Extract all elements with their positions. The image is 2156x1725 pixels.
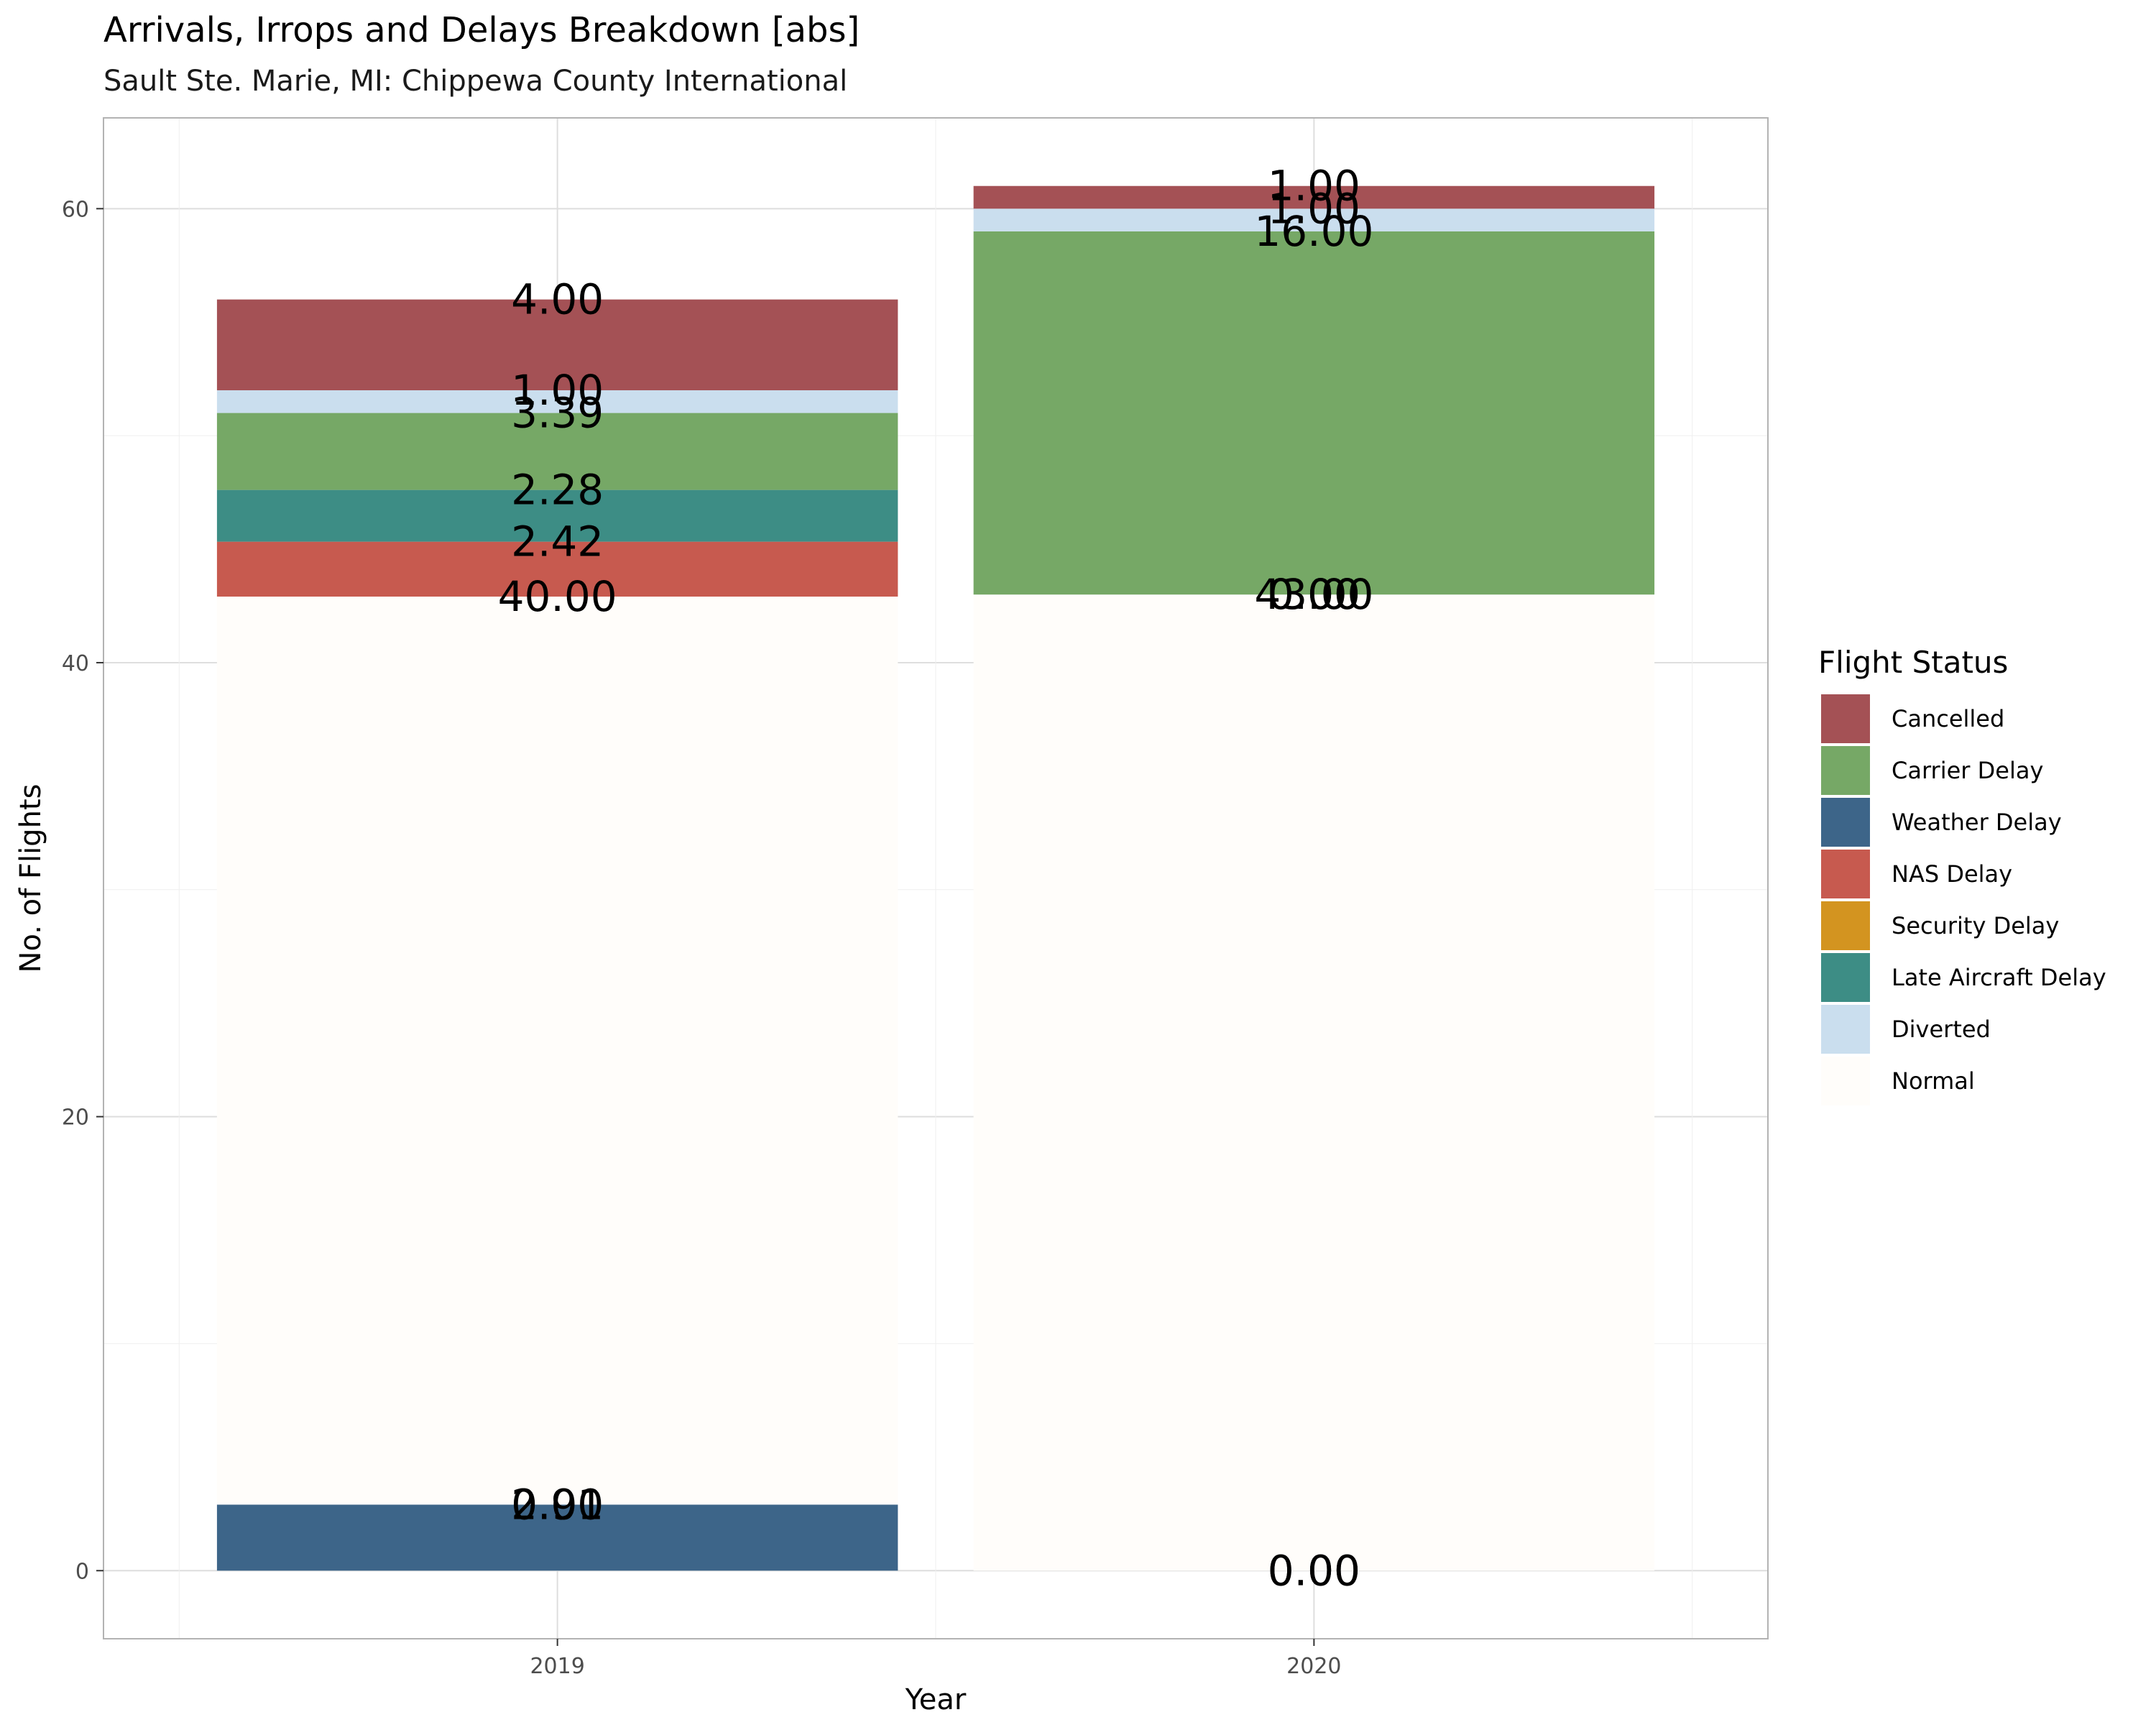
x-axis: 2019 2020 <box>530 1639 1342 1679</box>
legend-label-late-aircraft-delay: Late Aircraft Delay <box>1892 964 2106 991</box>
data-label-normal-2020: 43.00 <box>1254 570 1373 619</box>
y-tick-label: 60 <box>62 197 89 222</box>
legend-key-security-delay <box>1821 901 1870 950</box>
data-label-weather-delay-2020: 0.00 <box>1268 1546 1360 1595</box>
legend-label-nas-delay: NAS Delay <box>1892 860 2012 888</box>
bar-cancelled-2019 <box>216 299 898 390</box>
data-label-weather-delay-2019: 2.91 <box>511 1480 604 1529</box>
legend-label-cancelled: Cancelled <box>1892 705 2004 732</box>
x-axis-title: Year <box>905 1683 967 1716</box>
legend-key-weather-delay <box>1821 798 1870 847</box>
x-tick-label-2019: 2019 <box>530 1654 584 1679</box>
bar-diverted-2019 <box>216 390 898 413</box>
data-label-diverted-2019: 1.00 <box>511 366 604 415</box>
legend-label-carrier-delay: Carrier Delay <box>1892 757 2043 784</box>
legend-key-late-aircraft-delay <box>1821 953 1870 1002</box>
bar-diverted-2020 <box>973 208 1655 231</box>
bar-normal-2019 <box>216 597 898 1505</box>
bar-nas-delay-2019 <box>216 541 898 597</box>
data-label-cancelled-2020: 1.00 <box>1268 162 1360 211</box>
legend-label-diverted: Diverted <box>1892 1016 1991 1043</box>
bar-weather-delay-2019 <box>216 1504 898 1571</box>
legend-label-normal: Normal <box>1892 1067 1975 1095</box>
data-label-security-delay-2019: 0.00 <box>511 1480 604 1529</box>
legend-label-security-delay: Security Delay <box>1892 912 2059 939</box>
data-label-security-delay-2020: 0.00 <box>1268 1546 1360 1595</box>
legend: Flight Status Cancelled Carrier Delay Weat… <box>1818 645 2106 1105</box>
data-label-late-aircraft-delay-2019: 2.28 <box>511 466 604 515</box>
data-label-cancelled-2019: 4.00 <box>511 275 604 324</box>
legend-key-cancelled <box>1821 694 1870 743</box>
bars <box>216 185 1655 1571</box>
data-label-carrier-delay-2019: 3.39 <box>511 389 604 438</box>
bar-normal-2020 <box>973 594 1655 1571</box>
legend-title: Flight Status <box>1818 645 2008 680</box>
data-label-nas-delay-2019: 2.42 <box>511 518 604 566</box>
data-label-nas-delay-2020: 0.00 <box>1268 570 1360 619</box>
plot-border <box>103 117 1769 1639</box>
bar-carrier-delay-2019 <box>216 413 898 490</box>
data-label-late-aircraft-delay-2020: 0.00 <box>1268 570 1360 619</box>
chart-subtitle: Sault Ste. Marie, MI: Chippewa County In… <box>103 65 847 98</box>
bar-late-aircraft-delay-2019 <box>216 489 898 542</box>
data-label-carrier-delay-2020: 16.00 <box>1254 207 1373 256</box>
chart-title: Arrivals, Irrops and Delays Breakdown [a… <box>103 10 860 50</box>
legend-key-normal <box>1821 1057 1870 1105</box>
legend-key-nas-delay <box>1821 850 1870 898</box>
legend-key-carrier-delay <box>1821 746 1870 795</box>
y-tick-label: 40 <box>62 651 89 676</box>
y-axis-title: No. of Flights <box>14 784 47 973</box>
bar-cancelled-2020 <box>973 185 1655 209</box>
y-tick-label: 20 <box>62 1105 89 1131</box>
data-label-normal-2019: 40.00 <box>498 572 617 621</box>
data-label-diverted-2020: 1.00 <box>1268 184 1360 233</box>
legend-key-diverted <box>1821 1005 1870 1054</box>
y-tick-label: 0 <box>75 1559 89 1584</box>
data-labels: 2.910.0040.002.422.283.391.004.000.000.0… <box>498 162 1374 1596</box>
y-axis: 0 20 40 60 <box>62 197 103 1584</box>
x-tick-label-2020: 2020 <box>1286 1654 1341 1679</box>
bar-carrier-delay-2020 <box>973 231 1655 595</box>
legend-label-weather-delay: Weather Delay <box>1892 809 2062 836</box>
